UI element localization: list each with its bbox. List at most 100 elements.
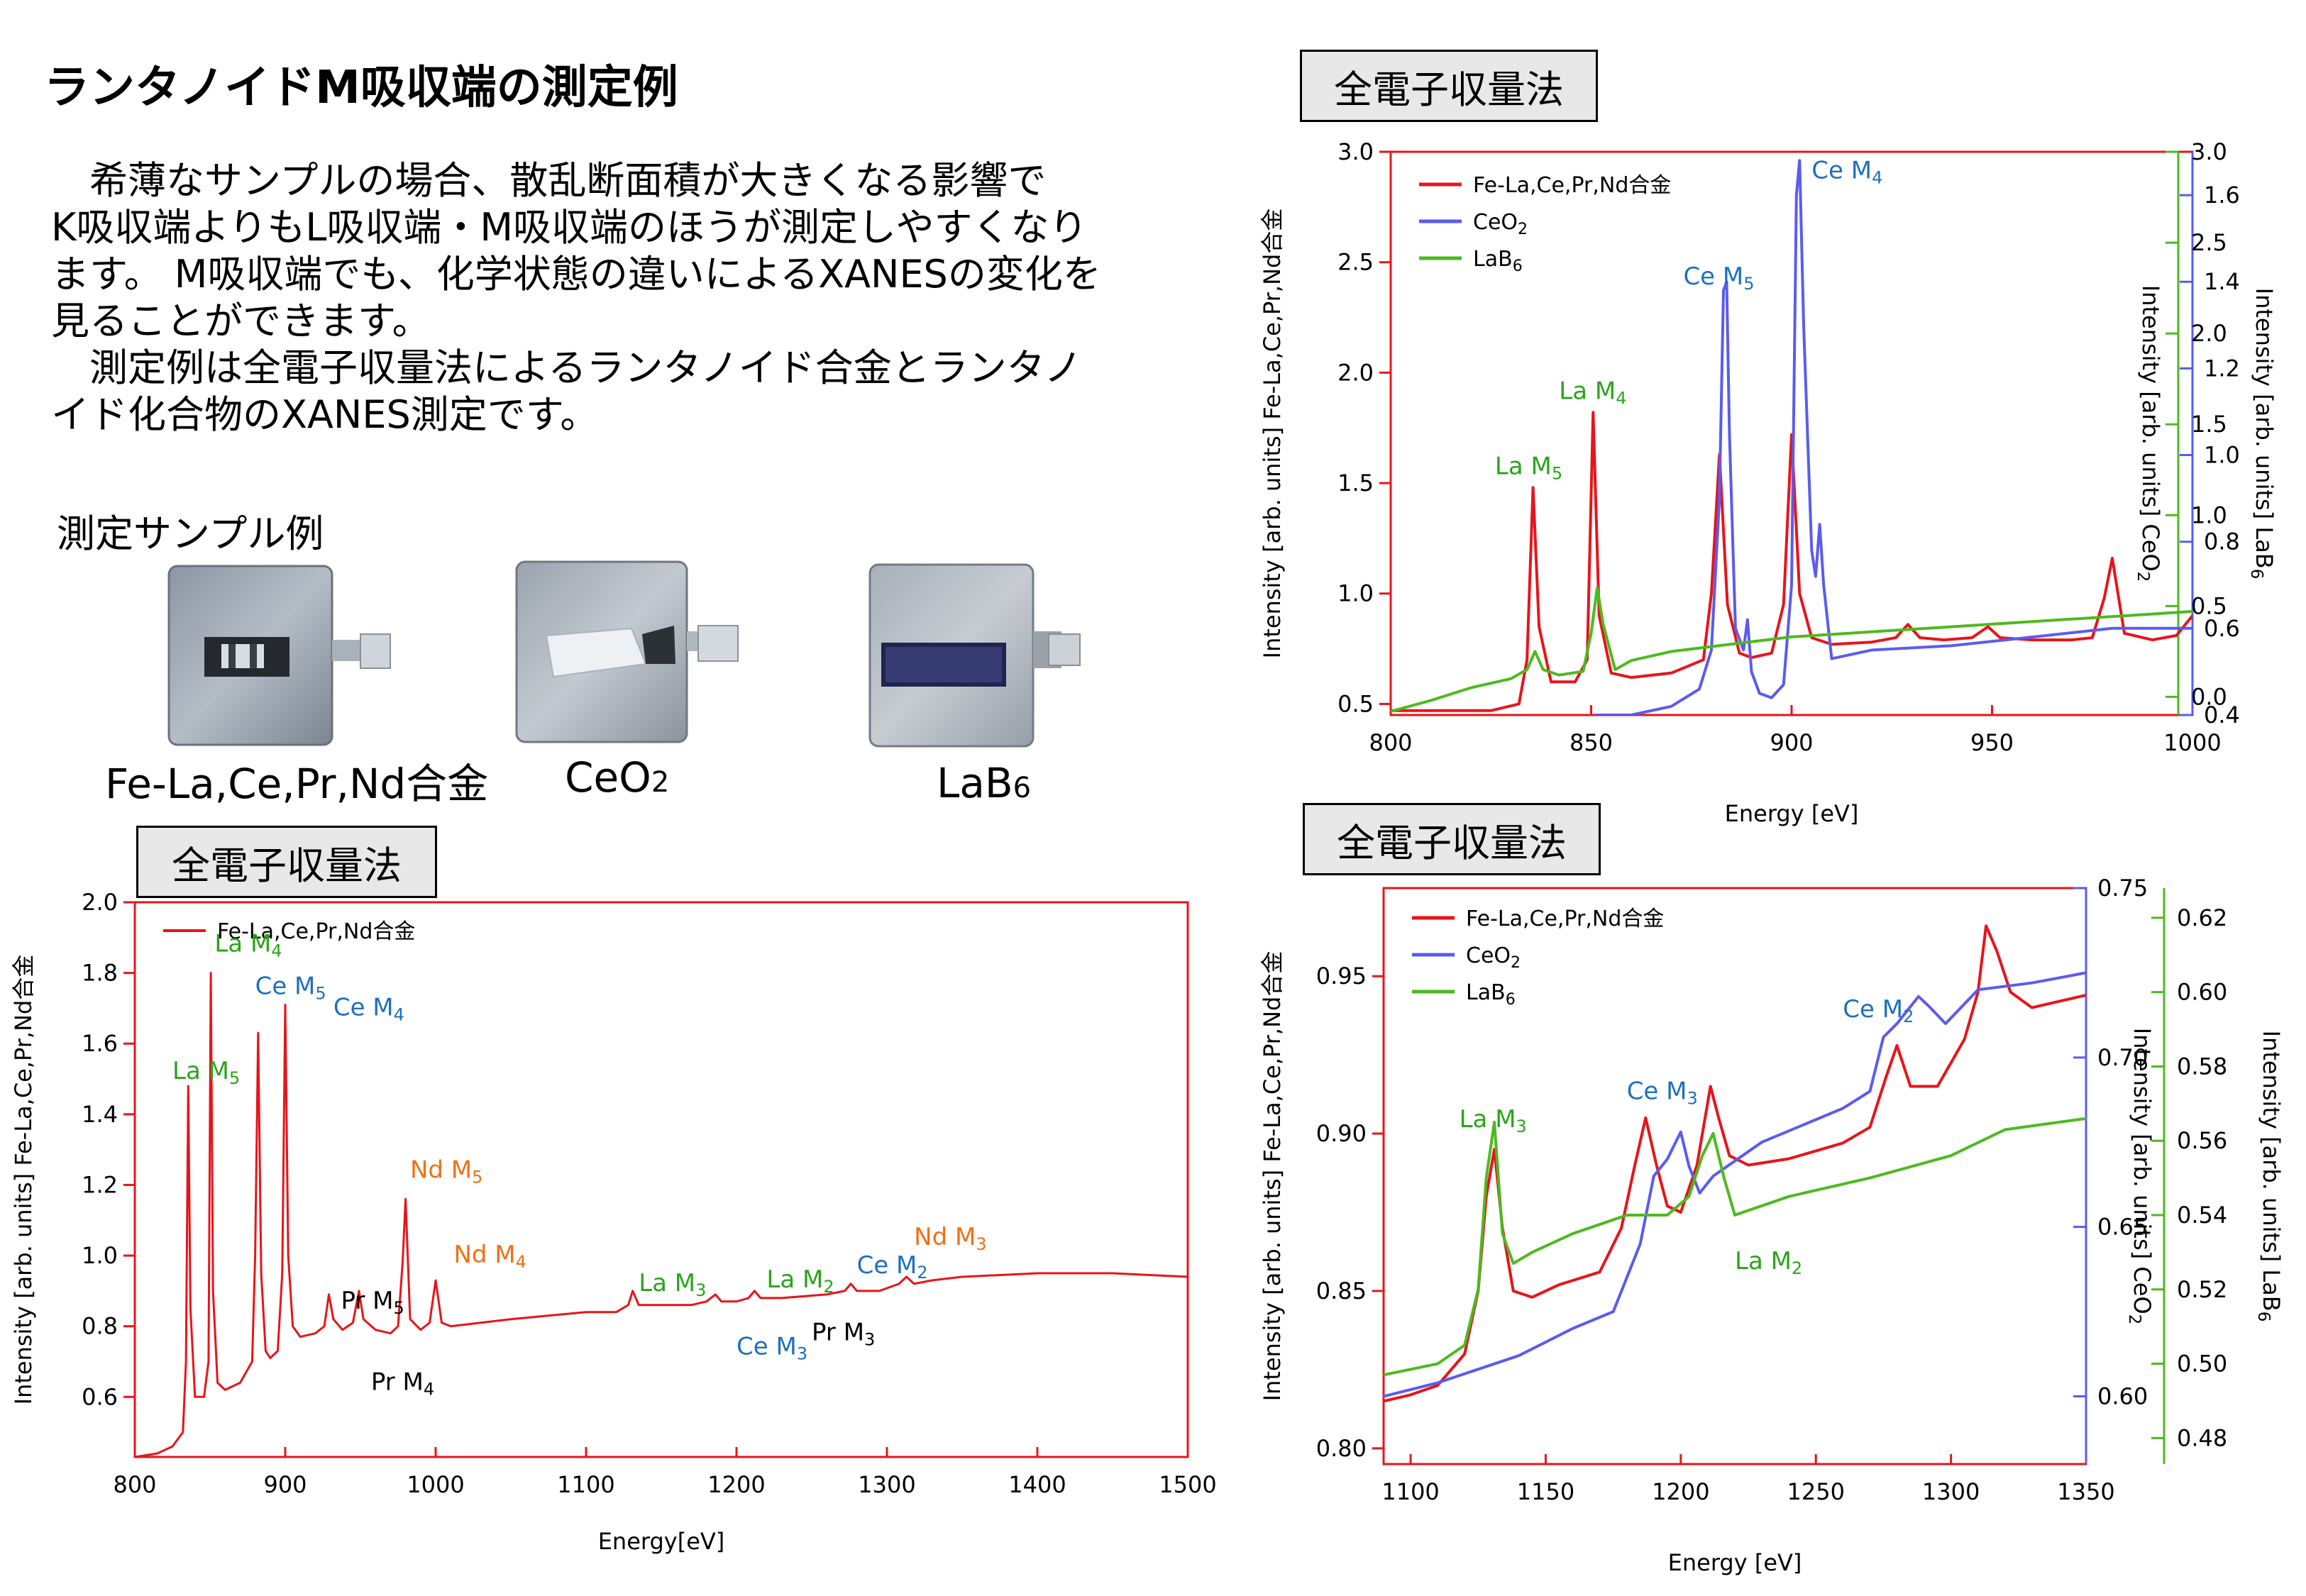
x-tick-label: 1200 (1652, 1478, 1709, 1505)
peak-annotation: La M5 (172, 1057, 240, 1088)
sample-label-lab6: LaB6 (937, 759, 1031, 807)
x-tick-label: 1100 (557, 1471, 614, 1498)
peak-annotation: Ce M4 (333, 993, 404, 1024)
peak-annotation: Pr M3 (812, 1319, 875, 1350)
peak-annotation: Nd M5 (410, 1156, 482, 1187)
y-tick-label: 0.90 (1316, 1120, 1367, 1147)
y-tick-label: 2.0 (82, 889, 118, 916)
series-line-2 (1384, 1116, 2086, 1377)
x-tick-label: 950 (1970, 729, 2014, 756)
peak-annotation: La M3 (639, 1269, 706, 1300)
y3-tick-label: 1.0 (2191, 501, 2227, 528)
peak-annotation: Ce M3 (1627, 1077, 1698, 1108)
series-line-0 (135, 972, 1188, 1457)
y-tick-label: 1.0 (1337, 580, 1374, 607)
y-axis-label: Intensity [arb. units] Fe-La,Ce,Pr,Nd合金 (10, 955, 37, 1405)
peak-annotation: La M4 (214, 930, 282, 961)
y2-axis-label: Intensity [arb. units] CeO2 (2125, 1028, 2156, 1325)
sample-label-lab6-sub: 6 (1013, 772, 1032, 804)
y2-tick-label: 0.65 (2097, 1214, 2148, 1241)
x-tick-label: 1300 (1922, 1478, 1980, 1505)
peak-annotation: Ce M5 (1683, 262, 1754, 294)
legend-entry: Fe-La,Ce,Pr,Nd合金 (217, 919, 415, 944)
y2-tick-label: 0.4 (2204, 702, 2240, 728)
y3-tick-label: 2.0 (2191, 320, 2227, 347)
peak-annotation: La M5 (1495, 453, 1562, 484)
peak-annotation: La M3 (1460, 1105, 1527, 1136)
sample-label-lab6-text: LaB (937, 759, 1013, 807)
y3-tick-label: 3.0 (2191, 138, 2227, 165)
x-tick-label: 1200 (707, 1471, 765, 1498)
sample-label-ceo2-text: CeO (565, 753, 651, 802)
y-tick-label: 2.0 (1337, 359, 1374, 386)
x-axis-label: Energy[eV] (598, 1528, 725, 1555)
x-tick-label: 1500 (1159, 1471, 1216, 1498)
y3-tick-label: 0.5 (2191, 592, 2227, 619)
y2-tick-label: 0.8 (2204, 528, 2240, 555)
y-axis-label: Intensity [arb. units] Fe-La,Ce,Pr,Nd合金 (1259, 209, 1286, 659)
y2-axis-label: Intensity [arb. units] CeO2 (2134, 285, 2164, 582)
y-tick-label: 1.2 (82, 1171, 118, 1198)
intro-line: 見ることができます。 (51, 299, 431, 343)
peak-annotation: Nd M4 (453, 1241, 526, 1272)
x-tick-label: 800 (1369, 729, 1412, 756)
y3-tick-label: 1.5 (2191, 411, 2227, 438)
y2-tick-label: 0.6 (2204, 615, 2240, 642)
sample-label-ceo2-sub: 2 (651, 766, 670, 799)
page-title: ランタノイドM吸収端の測定例 (44, 62, 678, 114)
x-tick-label: 1000 (2163, 729, 2221, 756)
y3-tick-label: 0.54 (2177, 1202, 2227, 1229)
chart-m45-edges: 800 850 900 950 1000 0.5 1.0 1.5 2.0 2.5 3.0 0.4 0.6… (1259, 138, 2278, 827)
y-tick-label: 1.5 (1337, 470, 1374, 497)
peak-annotation: Pr M5 (341, 1287, 404, 1318)
plot-frame (133, 901, 1189, 1458)
legend-entry: LaB6 (1466, 980, 1516, 1009)
y3-tick-label: 0.52 (2177, 1276, 2227, 1303)
y-tick-label: 0.5 (1337, 690, 1374, 717)
legend-entry: Fe-La,Ce,Pr,Nd合金 (1473, 173, 1671, 198)
y-tick-label: 0.80 (1316, 1435, 1367, 1462)
peak-annotation: La M2 (766, 1265, 834, 1297)
intro-text: 希薄なサンプルの場合、散乱断面積が大きくなる影響で K吸収端よりもL吸収端・M吸… (51, 157, 1215, 438)
x-tick-label: 800 (113, 1471, 156, 1498)
y-tick-label: 0.95 (1316, 963, 1367, 990)
samples-heading: 測定サンプル例 (57, 511, 324, 556)
y3-tick-label: 0.60 (2177, 979, 2227, 1006)
series-line-0 (1391, 411, 2192, 712)
legend-entry: CeO2 (1473, 210, 1528, 238)
sample-photo-lab6 (868, 563, 1081, 748)
y2-tick-label: 1.0 (2204, 442, 2240, 469)
x-tick-label: 1000 (407, 1471, 464, 1498)
y-tick-label: 2.5 (1337, 249, 1374, 276)
x-tick-label: 900 (263, 1471, 307, 1498)
x-tick-label: 1250 (1787, 1478, 1845, 1505)
y-axis-label: Intensity [arb. units] Fe-La,Ce,Pr,Nd合金 (1259, 951, 1286, 1402)
y3-tick-label: 0.0 (2191, 683, 2227, 710)
y2-tick-label: 0.75 (2097, 875, 2148, 902)
legend-entry: CeO2 (1466, 943, 1521, 972)
series-line-1 (1384, 971, 2086, 1398)
y-tick-label: 1.8 (82, 960, 118, 987)
peak-annotation: Ce M5 (255, 972, 326, 1004)
legend-entry: Fe-La,Ce,Pr,Nd合金 (1466, 907, 1664, 931)
method-label-overview: 全電子収量法 (136, 826, 437, 898)
y-tick-label: 1.6 (82, 1030, 118, 1057)
y3-tick-label: 0.50 (2177, 1351, 2227, 1378)
intro-line: 測定例は全電子収量法によるランタノイド合金とランタノ (51, 345, 1083, 390)
method-label-m23: 全電子収量法 (1303, 803, 1601, 875)
y3-tick-label: 0.48 (2177, 1424, 2227, 1451)
x-axis-label: Energy [eV] (1725, 800, 1859, 827)
x-tick-label: 1300 (858, 1471, 915, 1498)
peak-annotation: La M4 (1559, 377, 1626, 409)
y3-tick-label: 0.56 (2177, 1127, 2227, 1154)
intro-line: イド化合物のXANES測定です。 (51, 392, 599, 437)
peak-annotation: La M2 (1735, 1247, 1802, 1278)
y2-tick-label: 1.6 (2204, 182, 2240, 209)
y3-axis-label: Intensity [arb. units] LaB6 (2247, 288, 2278, 580)
y-tick-label: 1.4 (82, 1101, 118, 1128)
y3-axis-label: Intensity [arb. units] LaB6 (2254, 1031, 2285, 1322)
x-tick-label: 1400 (1008, 1471, 1066, 1498)
peak-annotation: Ce M3 (737, 1333, 807, 1364)
sample-photo-alloy (167, 565, 391, 746)
chart-overview: 800 900 1000 1100 1200 1300 1400 1500 0.6 0.8 1.0 1… (10, 889, 1217, 1555)
